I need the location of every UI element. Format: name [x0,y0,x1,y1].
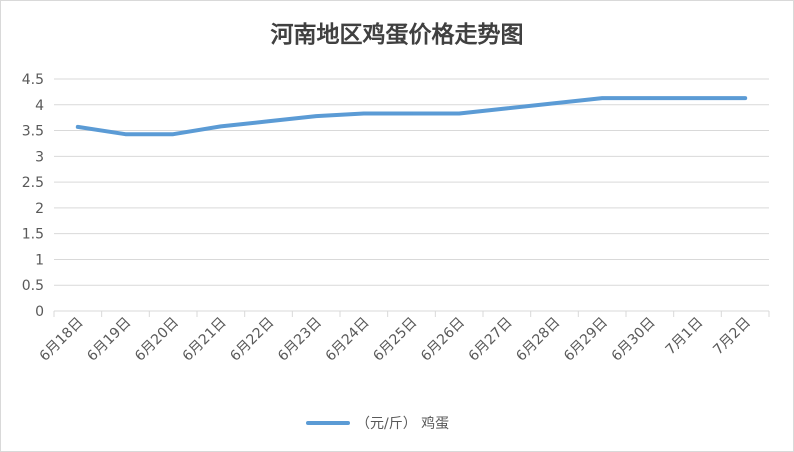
x-tick-label: 6月19日 [84,315,134,365]
x-tick-label: 6月28日 [513,315,563,365]
y-tick-label: 2 [35,201,44,217]
y-tick-label: 3 [35,149,44,165]
data-point [219,124,223,128]
x-tick-label: 6月27日 [466,315,516,365]
y-tick-label: 1 [35,252,44,268]
data-point [171,132,175,136]
data-point [76,125,80,129]
x-tick-label: 7月1日 [663,315,707,359]
y-tick-label: 3.5 [22,124,44,140]
x-tick-label: 6月18日 [37,315,87,365]
x-tick-label: 7月2日 [710,315,754,359]
data-point [457,112,461,116]
data-point [362,112,366,116]
x-tick-label: 6月26日 [418,315,468,365]
x-tick-label: 6月21日 [180,315,230,365]
data-point [410,112,413,116]
data-point [696,96,699,100]
data-point [743,96,747,100]
x-tick-label: 6月29日 [561,315,611,365]
y-tick-label: 1.5 [22,227,44,243]
data-point [124,132,127,136]
y-tick-label: 4 [35,98,44,114]
data-point [505,106,509,110]
series-line [75,96,748,137]
chart-title: 河南地区鸡蛋价格走势图 [270,21,524,48]
data-point [267,119,270,123]
y-tick-label: 0.5 [22,278,44,294]
data-point [314,114,318,118]
data-point [600,96,604,100]
y-tick-label: 4.5 [22,72,44,88]
x-tick-label: 6月30日 [609,315,659,365]
data-point [553,101,556,105]
data-point [648,96,652,100]
x-tick-label: 6月20日 [132,315,182,365]
x-tick-label: 6月25日 [370,315,420,365]
y-tick-label: 2.5 [22,175,44,191]
x-tick-label: 6月23日 [275,315,325,365]
x-tick-label: 6月24日 [323,315,373,365]
x-tick-label: 6月22日 [227,315,277,365]
legend-label: （元/斤） 鸡蛋 [356,415,449,432]
y-tick-label: 0 [35,304,44,320]
